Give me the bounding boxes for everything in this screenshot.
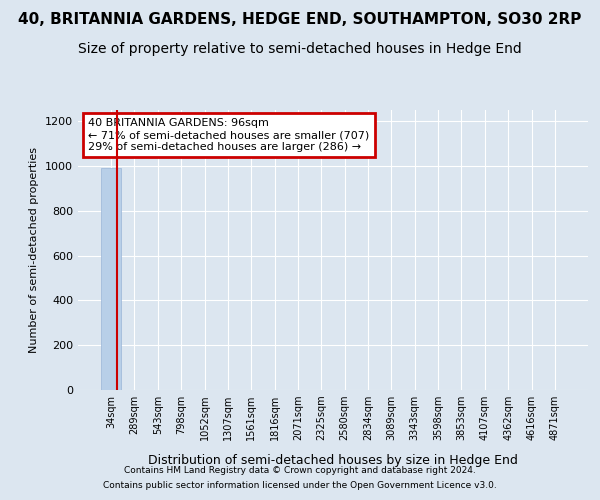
X-axis label: Distribution of semi-detached houses by size in Hedge End: Distribution of semi-detached houses by … <box>148 454 518 468</box>
Bar <box>101 168 121 390</box>
Text: Contains public sector information licensed under the Open Government Licence v3: Contains public sector information licen… <box>103 481 497 490</box>
Text: 40 BRITANNIA GARDENS: 96sqm
← 71% of semi-detached houses are smaller (707)
29% : 40 BRITANNIA GARDENS: 96sqm ← 71% of sem… <box>88 118 370 152</box>
Text: Size of property relative to semi-detached houses in Hedge End: Size of property relative to semi-detach… <box>78 42 522 56</box>
Text: 40, BRITANNIA GARDENS, HEDGE END, SOUTHAMPTON, SO30 2RP: 40, BRITANNIA GARDENS, HEDGE END, SOUTHA… <box>19 12 581 28</box>
Y-axis label: Number of semi-detached properties: Number of semi-detached properties <box>29 147 40 353</box>
Text: Contains HM Land Registry data © Crown copyright and database right 2024.: Contains HM Land Registry data © Crown c… <box>124 466 476 475</box>
